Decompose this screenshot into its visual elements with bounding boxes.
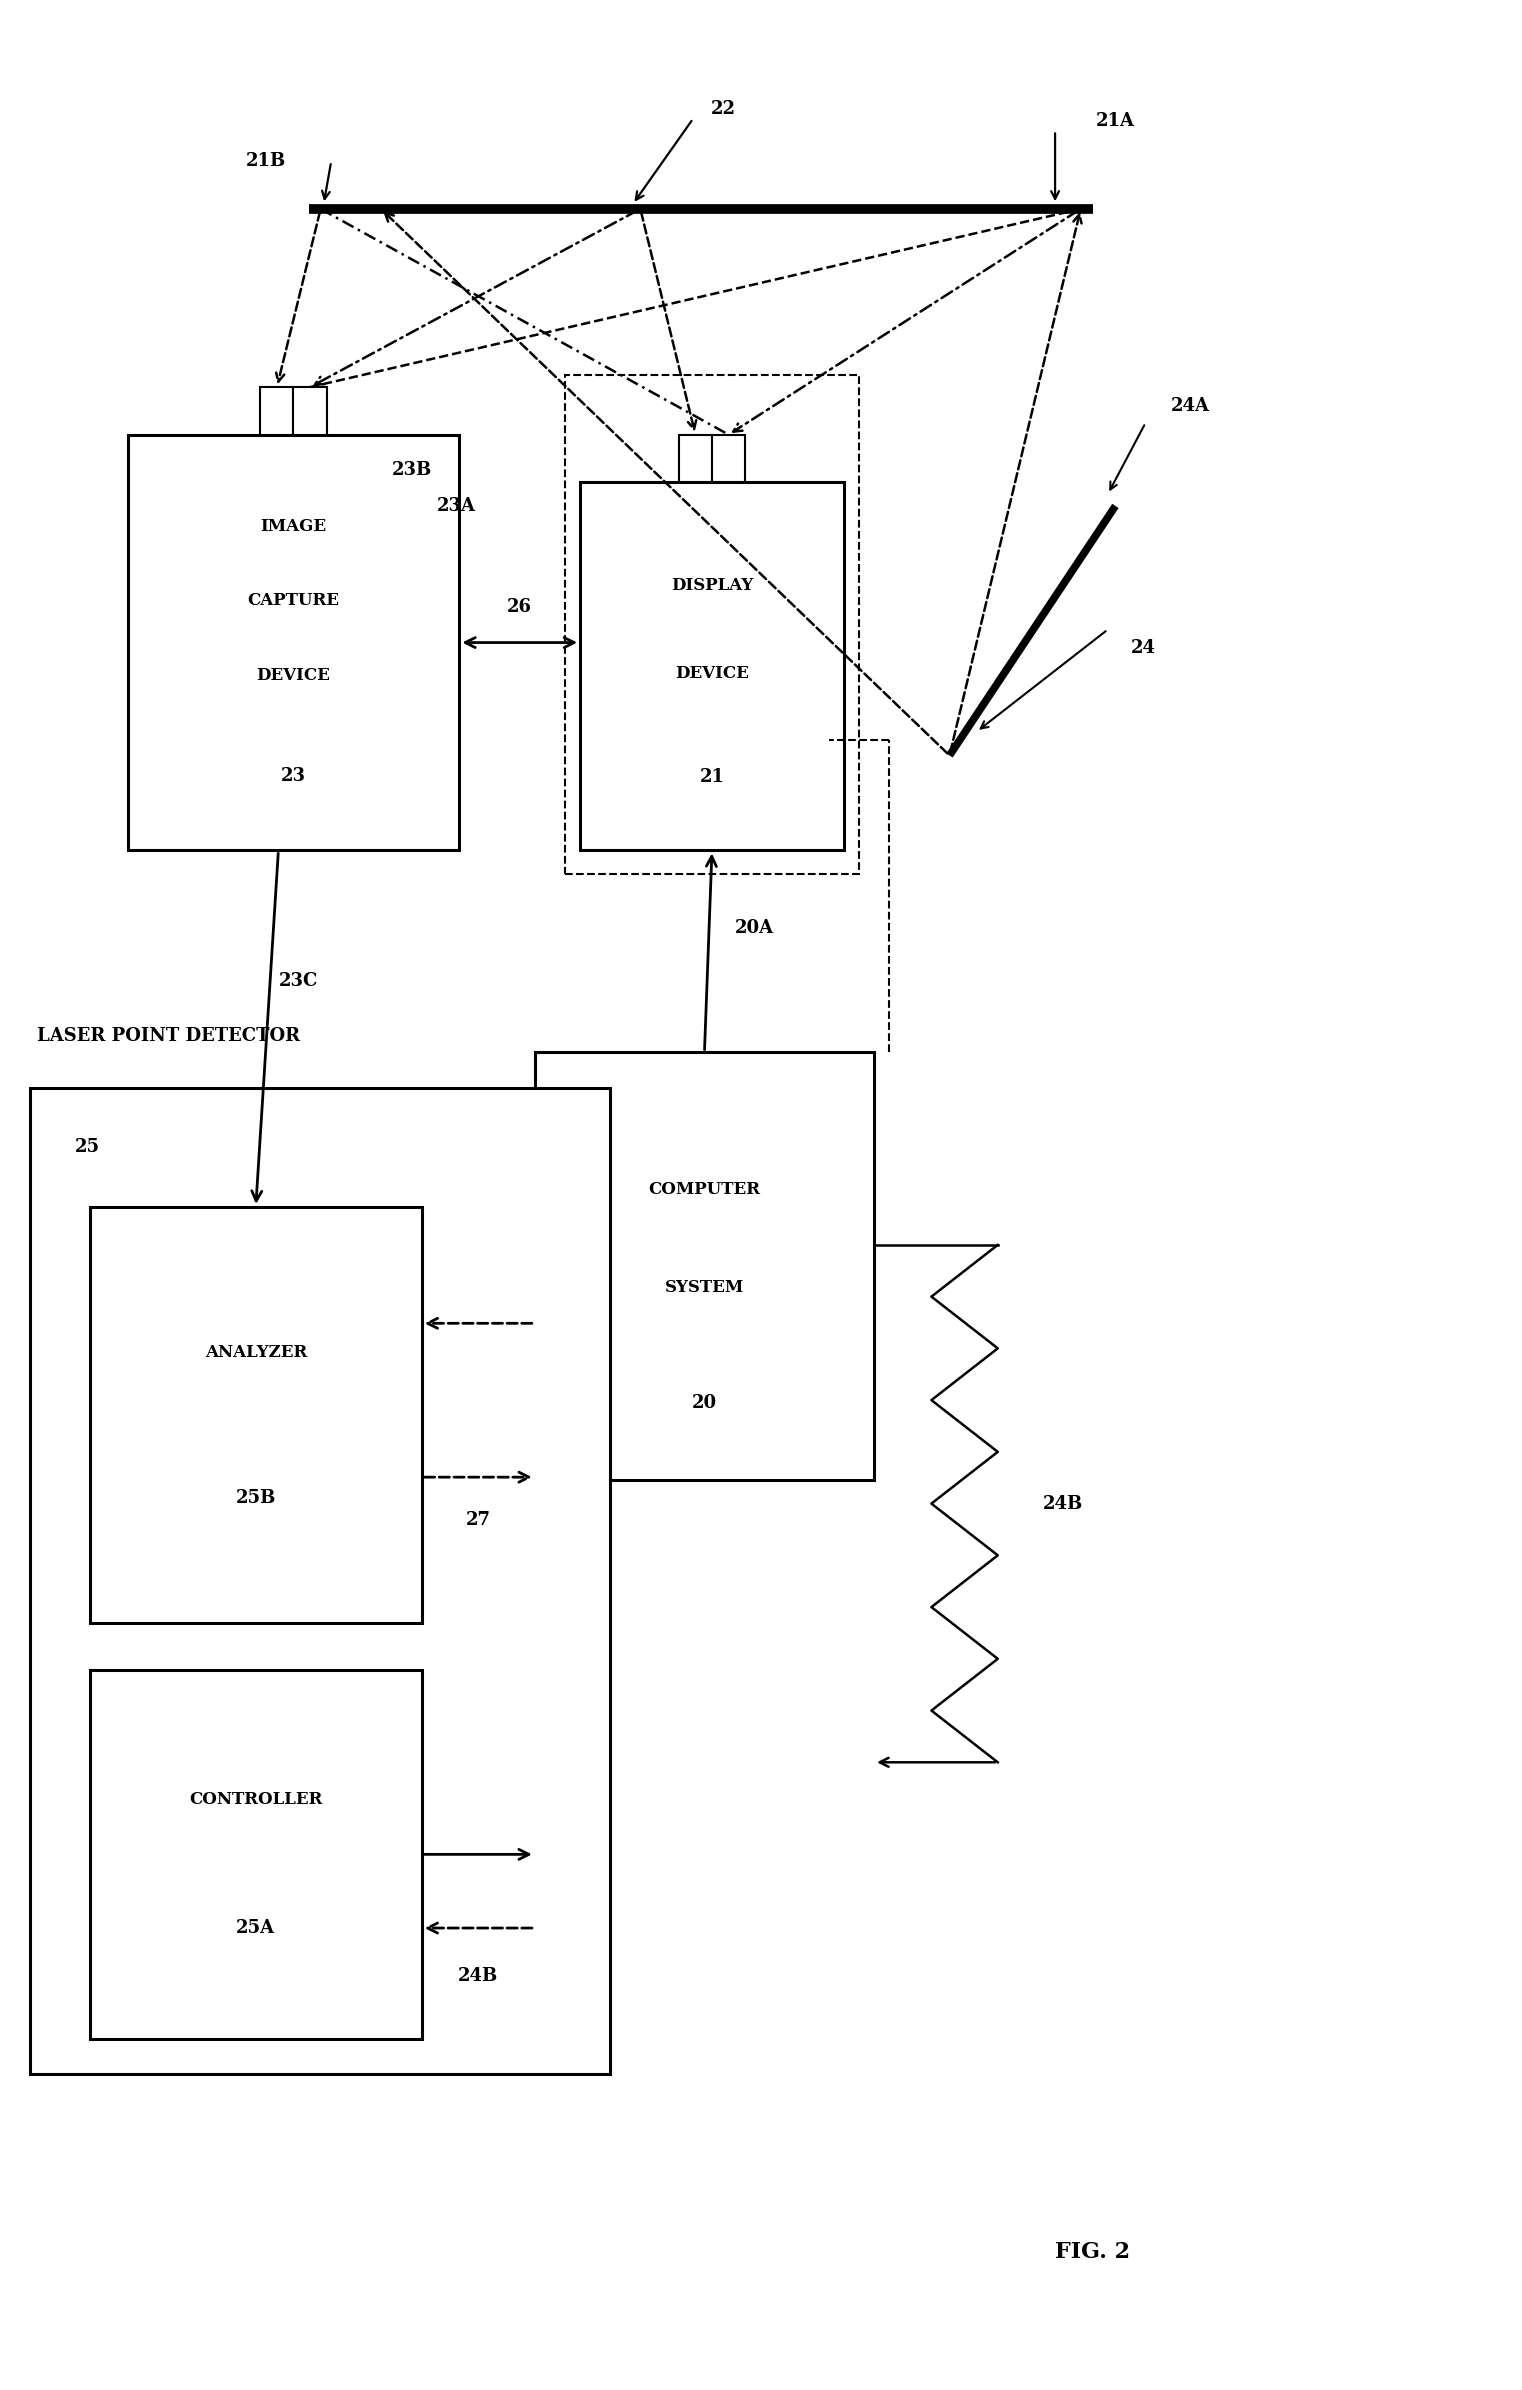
Text: 24B: 24B (1043, 1494, 1084, 1513)
Bar (260, 387, 294, 435)
Text: 25: 25 (75, 1138, 100, 1157)
Text: 25B: 25B (236, 1489, 275, 1508)
Bar (679, 435, 712, 483)
Bar (712, 435, 746, 483)
Text: 20: 20 (693, 1393, 717, 1412)
Text: 21B: 21B (245, 153, 286, 170)
Bar (580, 483, 843, 851)
Text: 23C: 23C (279, 973, 318, 989)
Text: 21A: 21A (1096, 112, 1135, 129)
Text: 23B: 23B (391, 461, 432, 480)
Bar (90, 1671, 422, 2039)
Text: LASER POINT DETECTOR: LASER POINT DETECTOR (37, 1028, 300, 1044)
Bar (90, 1207, 422, 1623)
Text: 24: 24 (1131, 641, 1155, 657)
Text: COMPUTER: COMPUTER (648, 1181, 761, 1197)
Text: 21: 21 (700, 767, 724, 786)
Bar (29, 1087, 610, 2075)
Text: SYSTEM: SYSTEM (665, 1279, 744, 1295)
Text: ANALYZER: ANALYZER (204, 1343, 307, 1360)
Text: 25A: 25A (236, 1919, 275, 1936)
Text: FIG. 2: FIG. 2 (1055, 2242, 1131, 2263)
Text: CAPTURE: CAPTURE (248, 593, 339, 609)
Text: 27: 27 (466, 1510, 490, 1530)
Text: 24A: 24A (1172, 397, 1210, 416)
Text: 23A: 23A (437, 497, 476, 514)
Text: CONTROLLER: CONTROLLER (189, 1790, 323, 1807)
Text: 22: 22 (711, 100, 735, 117)
Text: 26: 26 (507, 598, 533, 617)
Bar (565, 375, 858, 875)
Bar (534, 1052, 874, 1479)
Text: 20A: 20A (735, 918, 773, 937)
Bar (128, 435, 460, 851)
Text: IMAGE: IMAGE (260, 519, 327, 535)
Text: DEVICE: DEVICE (676, 664, 749, 681)
Bar (294, 387, 327, 435)
Text: DISPLAY: DISPLAY (671, 576, 753, 593)
Text: DEVICE: DEVICE (257, 667, 330, 684)
Text: 24B: 24B (458, 1967, 498, 1984)
Text: 23: 23 (282, 767, 306, 784)
